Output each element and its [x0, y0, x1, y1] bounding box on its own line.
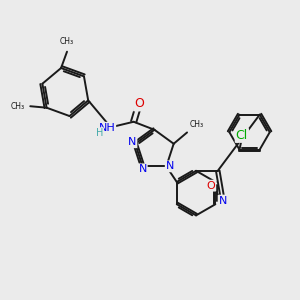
Text: CH₃: CH₃	[60, 37, 74, 46]
Text: O: O	[134, 98, 144, 110]
Text: H: H	[96, 128, 103, 138]
Text: N: N	[219, 196, 227, 206]
Text: N: N	[166, 161, 174, 171]
Text: Cl: Cl	[236, 129, 248, 142]
Text: CH₃: CH₃	[11, 102, 25, 111]
Text: NH: NH	[98, 123, 115, 133]
Text: N: N	[128, 137, 136, 147]
Text: O: O	[207, 181, 215, 191]
Text: N: N	[138, 164, 147, 174]
Text: CH₃: CH₃	[189, 120, 204, 129]
